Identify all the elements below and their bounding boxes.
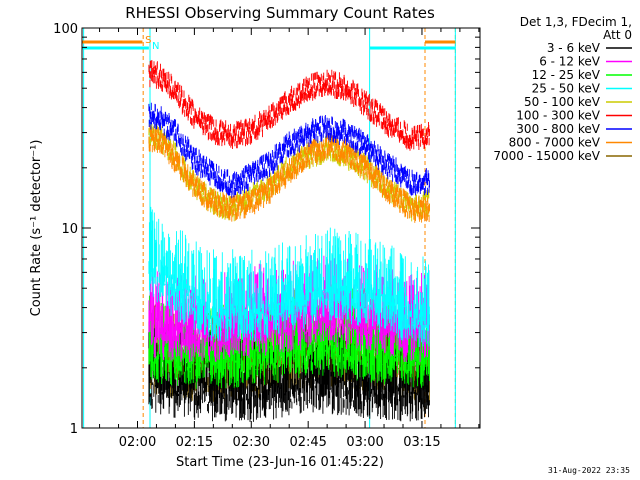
y-tick-label: 1 — [70, 422, 78, 437]
legend-label: 100 - 300 keV — [516, 109, 600, 123]
legend-label: 300 - 800 keV — [516, 122, 600, 136]
state-marker-label: S — [145, 35, 151, 46]
time-stamp: 31-Aug-2022 23:35 — [548, 466, 630, 475]
state-markers: SN — [82, 35, 456, 52]
y-axis: 1 10 100 — [53, 22, 480, 437]
x-axis: 02:00 02:15 02:30 02:45 03:00 03:15 — [99, 28, 480, 450]
series-100-300-kev — [148, 60, 430, 151]
x-axis-label: Start Time (23-Jun-16 01:45:22) — [176, 455, 384, 470]
x-tick-label: 02:30 — [233, 435, 270, 450]
x-tick-label: 03:00 — [346, 435, 383, 450]
x-tick-label: 03:15 — [403, 435, 440, 450]
series-25-50-kev — [148, 206, 430, 347]
x-tick-label: 02:45 — [289, 435, 326, 450]
y-axis-label: Count Rate (s⁻¹ detector⁻¹) — [29, 140, 44, 317]
plot-area: SN — [81, 27, 481, 429]
series-300-800-kev — [148, 102, 430, 199]
legend-label: 50 - 100 keV — [524, 95, 601, 109]
legend-label: 12 - 25 keV — [532, 68, 601, 82]
state-marker-label: N — [152, 41, 159, 52]
x-tick-label: 02:15 — [176, 435, 213, 450]
legend-label: 7000 - 15000 keV — [493, 149, 600, 163]
x-tick-label: 02:00 — [119, 435, 156, 450]
chart-title: RHESSI Observing Summary Count Rates — [125, 4, 435, 22]
series-800-7000-kev — [148, 125, 430, 223]
legend-label: 25 - 50 keV — [532, 82, 601, 96]
legend-label: 3 - 6 keV — [547, 41, 601, 55]
y-tick-label: 10 — [61, 222, 78, 237]
y-tick-label: 100 — [53, 22, 78, 37]
legend-label: 6 - 12 keV — [539, 55, 601, 69]
legend-label: 800 - 7000 keV — [509, 136, 601, 150]
legend-header-line2: Att 0 — [603, 28, 632, 42]
series-layer — [148, 60, 430, 422]
legend-header-line1: Det 1,3, FDecim 1, — [520, 15, 632, 29]
